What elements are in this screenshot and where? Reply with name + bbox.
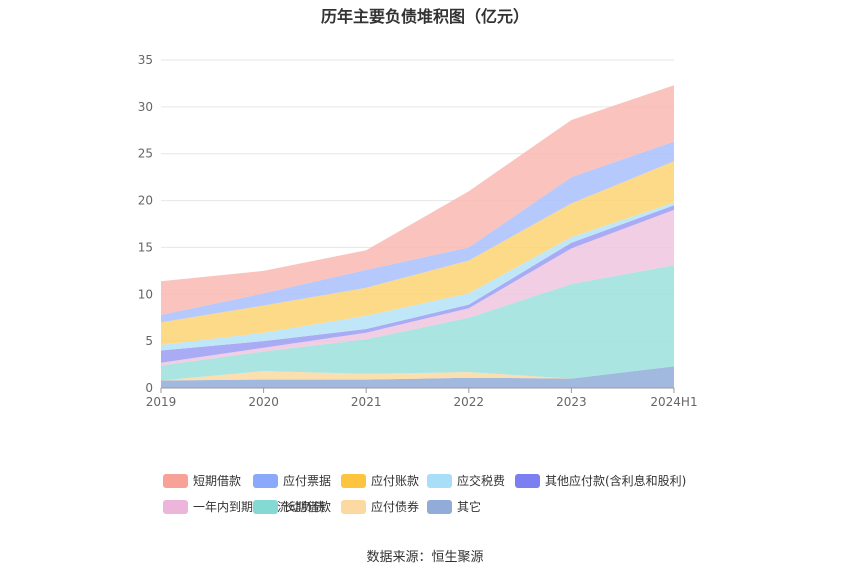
y-tick-label: 35 bbox=[138, 53, 153, 67]
area-series-应付票据[interactable] bbox=[161, 141, 674, 323]
legend-swatch bbox=[427, 499, 452, 514]
stacked-area-chart: 0 5 10 15 20 25 30 35 2019 2020 2021 2022 2023 2024H1 bbox=[138, 53, 698, 409]
axes: 0 5 10 15 20 25 30 35 2019 2020 2021 2022 2023 2024H1 bbox=[138, 53, 698, 409]
legend-label: 应付债券 bbox=[371, 500, 420, 514]
x-tick-label: 2021 bbox=[351, 395, 382, 409]
legend-swatch bbox=[427, 473, 452, 488]
legend-swatch bbox=[163, 473, 188, 488]
legend-swatch bbox=[341, 499, 366, 514]
legend-item[interactable]: 短期借款 bbox=[163, 472, 241, 488]
legend-label: 长期借款 bbox=[283, 500, 332, 514]
y-tick-label: 0 bbox=[145, 381, 153, 395]
y-tick-label: 25 bbox=[138, 147, 153, 161]
legend-swatch bbox=[515, 473, 540, 488]
legend-item[interactable]: 其他应付款(含利息和股利) bbox=[515, 472, 686, 488]
legend-swatch bbox=[341, 473, 366, 488]
legend-label: 其它 bbox=[457, 500, 482, 514]
chart-title: 历年主要负债堆积图（亿元） bbox=[320, 7, 529, 26]
legend-label: 应付票据 bbox=[283, 474, 332, 488]
area-series-其它[interactable] bbox=[161, 366, 674, 388]
legend-label: 应付账款 bbox=[371, 474, 420, 488]
area-series-group bbox=[161, 85, 674, 388]
area-series-应付账款[interactable] bbox=[161, 161, 674, 345]
area-series-长期借款[interactable] bbox=[161, 265, 674, 381]
x-tick-label: 2024H1 bbox=[650, 395, 697, 409]
y-tick-label: 10 bbox=[138, 287, 153, 301]
legend-label: 应交税费 bbox=[457, 474, 506, 488]
x-tick-label: 2022 bbox=[454, 395, 485, 409]
y-tick-label: 15 bbox=[138, 240, 153, 254]
legend-swatch bbox=[163, 499, 188, 514]
y-tick-label: 20 bbox=[138, 194, 153, 208]
x-tick-label: 2019 bbox=[146, 395, 177, 409]
area-series-短期借款[interactable] bbox=[161, 85, 674, 315]
legend-item[interactable]: 应付债券 bbox=[341, 498, 419, 514]
legend-item[interactable]: 应付账款 bbox=[341, 472, 419, 488]
legend-swatch bbox=[253, 499, 278, 514]
y-tick-label: 5 bbox=[145, 334, 153, 348]
x-tick-label: 2020 bbox=[248, 395, 279, 409]
y-tick-label: 30 bbox=[138, 100, 153, 114]
legend-item[interactable]: 应交税费 bbox=[427, 472, 505, 488]
legend-item[interactable]: 长期借款 bbox=[253, 498, 331, 514]
area-series-其他应付款(含利息和股利)[interactable] bbox=[161, 205, 674, 363]
legend-item[interactable]: 应付票据 bbox=[253, 472, 331, 488]
source-note: 数据来源：恒生聚源 bbox=[366, 550, 484, 565]
legend-label: 其他应付款(含利息和股利) bbox=[545, 474, 687, 488]
legend-label: 短期借款 bbox=[193, 474, 242, 488]
legend-swatch bbox=[253, 473, 278, 488]
legend-item[interactable]: 其它 bbox=[427, 498, 481, 514]
area-series-应付债券[interactable] bbox=[161, 366, 674, 381]
x-tick-label: 2023 bbox=[556, 395, 587, 409]
